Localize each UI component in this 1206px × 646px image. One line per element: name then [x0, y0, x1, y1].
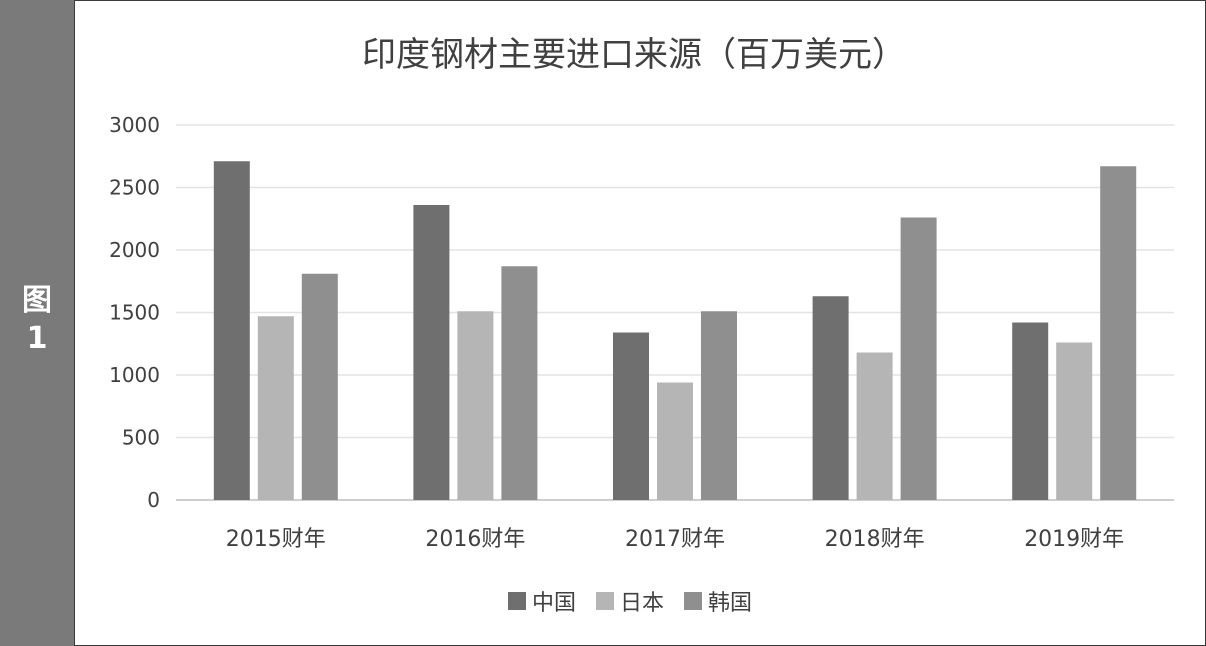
figure-label-char: 图 — [22, 283, 52, 318]
figure-number: 1 — [26, 321, 48, 356]
bar-日本-2016财年 — [457, 311, 494, 500]
y-tick-label: 500 — [122, 426, 160, 450]
bar-日本-2015财年 — [257, 316, 294, 500]
bar-中国-2019财年 — [1012, 322, 1049, 500]
bar-韩国-2015财年 — [301, 273, 338, 500]
y-axis-ticks: 0 500 1000 1500 2000 2500 3000 — [109, 113, 160, 512]
y-tick-label: 0 — [147, 488, 160, 512]
legend-swatch — [508, 592, 526, 610]
bar-韩国-2016财年 — [501, 266, 538, 500]
legend-label: 韩国 — [708, 591, 752, 616]
y-tick-label: 2500 — [109, 176, 160, 200]
legend-label: 日本 — [620, 591, 664, 616]
bar-日本-2017财年 — [657, 382, 693, 500]
x-tick-label: 2015财年 — [226, 527, 326, 552]
bar-日本-2019财年 — [1056, 342, 1093, 500]
bar-日本-2018财年 — [856, 352, 893, 500]
x-tick-label: 2018财年 — [825, 527, 925, 552]
y-tick-label: 1500 — [109, 301, 160, 325]
figure-label: 图 1 — [0, 282, 74, 358]
y-tick-label: 2000 — [109, 238, 160, 262]
legend-label: 中国 — [532, 591, 576, 616]
bar-chart: 印度钢材主要进口来源（百万美元） 0 500 1000 1500 2000 2500 300… — [109, 35, 1174, 616]
x-axis-ticks: 2015财年 2016财年 2017财年 2018财年 2019财年 — [226, 527, 1124, 552]
x-tick-label: 2019财年 — [1024, 527, 1124, 552]
chart-title: 印度钢材主要进口来源（百万美元） — [362, 35, 906, 75]
legend-swatch — [596, 592, 614, 610]
gridlines — [176, 124, 1174, 501]
bar-中国-2018财年 — [812, 296, 849, 500]
bar-韩国-2017财年 — [701, 311, 737, 500]
legend: 中国 日本 韩国 — [508, 591, 752, 616]
figure-label-strip: 图 1 — [0, 0, 74, 646]
bar-中国-2016财年 — [413, 205, 450, 500]
bars — [213, 161, 1137, 500]
legend-swatch — [684, 592, 702, 610]
y-tick-label: 3000 — [109, 113, 160, 137]
bar-中国-2015财年 — [213, 161, 250, 500]
bar-中国-2017财年 — [613, 332, 649, 500]
bar-韩国-2019财年 — [1100, 166, 1137, 500]
x-tick-label: 2016财年 — [425, 527, 525, 552]
y-tick-label: 1000 — [109, 363, 160, 387]
bar-韩国-2018财年 — [900, 217, 937, 500]
x-tick-label: 2017财年 — [625, 527, 725, 552]
